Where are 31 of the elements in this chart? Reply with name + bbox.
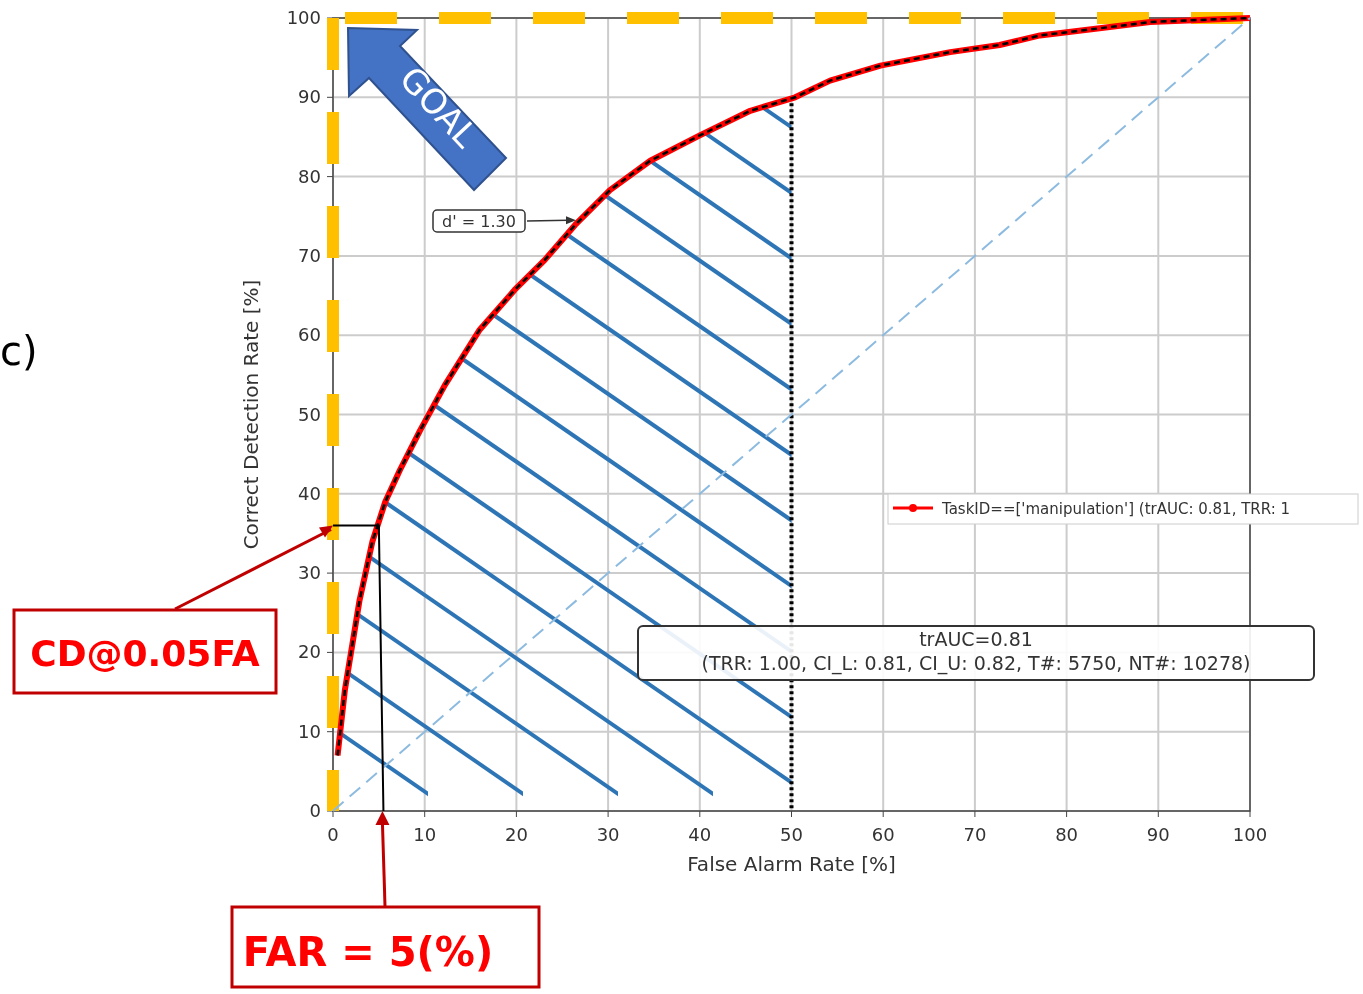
x-tick-label: 100 — [1232, 824, 1268, 845]
x-tick-label: 90 — [1146, 824, 1170, 845]
x-tick-label: 30 — [596, 824, 620, 845]
annotation: d' = 1.30 — [442, 212, 516, 231]
y-tick-label: 60 — [298, 324, 321, 346]
annotation: (TRR: 1.00, CI_L: 0.81, CI_U: 0.82, T#: 5750, NT#: 10278) — [701, 652, 1251, 675]
y-tick-label: 40 — [298, 482, 321, 504]
x-tick-label: 80 — [1055, 824, 1079, 845]
x-tick-label: 20 — [504, 824, 528, 845]
x-axis-title: False Alarm Rate [%] — [687, 852, 896, 876]
y-tick-label: 50 — [298, 403, 321, 425]
y-tick-label: 70 — [298, 244, 321, 266]
annotation: CD@0.05FA — [30, 633, 260, 674]
y-tick-label: 90 — [298, 86, 321, 108]
y-tick-label: 0 — [309, 800, 321, 821]
x-tick-label: 50 — [780, 824, 803, 845]
x-tick-label: 0 — [327, 824, 339, 845]
x-tick-label: 10 — [413, 824, 437, 845]
annotation: trAUC=0.81 — [919, 628, 1033, 650]
x-tick-label: 60 — [871, 824, 895, 845]
annotation: FAR = 5(%) — [242, 929, 494, 975]
y-axis-title: Correct Detection Rate [%] — [239, 279, 263, 550]
x-tick-label: 70 — [963, 824, 987, 845]
y-tick-label: 80 — [298, 165, 321, 187]
y-tick-label: 100 — [286, 7, 321, 28]
y-tick-label: 30 — [298, 562, 321, 584]
x-tick-label: 40 — [688, 824, 712, 845]
text: c) — [0, 328, 38, 374]
y-tick-label: 10 — [298, 720, 321, 742]
legend-label: TaskID==['manipulation'] (trAUC: 0.81, TRR: 1 — [941, 500, 1291, 518]
y-tick-label: 20 — [298, 641, 321, 663]
